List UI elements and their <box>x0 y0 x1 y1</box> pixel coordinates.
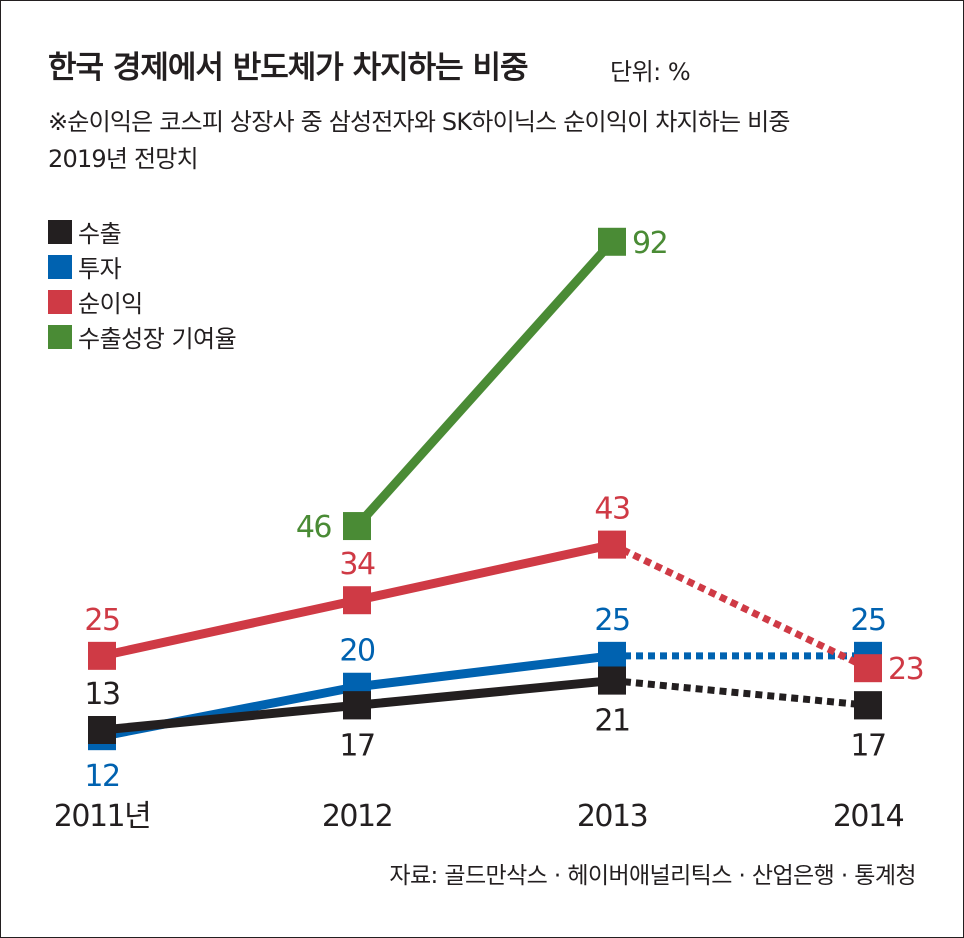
marker-net-income-3 <box>854 654 882 683</box>
legend-swatch-investment <box>48 254 72 279</box>
marker-investment-2 <box>598 641 626 670</box>
note-line-2: 2019년 전망치 <box>48 145 199 173</box>
data-label-investment-3: 25 <box>850 603 885 638</box>
line-segment-export-2 <box>611 677 869 709</box>
legend-swatch-net-income <box>48 289 72 314</box>
line-segment-export-1 <box>356 676 613 710</box>
x-axis-ticks: 2011년 2012 2013 2014 <box>54 799 905 834</box>
data-label-investment-2: 25 <box>594 603 629 638</box>
data-label-export-2: 21 <box>594 704 629 739</box>
line-segment-export-0 <box>101 700 358 735</box>
marker-export-contribution-2 <box>598 227 626 256</box>
x-tick-label-0: 2011년 <box>54 799 150 834</box>
data-label-net-income-2: 43 <box>594 492 629 527</box>
source-note: 자료: 골드만삭스 · 헤이버애널리틱스 · 산업은행 · 통계청 <box>389 863 916 889</box>
legend-label-investment: 투자 <box>78 255 122 283</box>
marker-net-income-0 <box>88 641 116 670</box>
legend-swatch-export <box>48 219 72 244</box>
legend-swatch-export-contribution <box>48 324 72 349</box>
marker-export-contribution-1 <box>343 512 371 541</box>
legend-item-export-contribution: 수출성장 기여율 <box>48 319 237 354</box>
data-label-export-contribution-2: 92 <box>632 226 667 261</box>
unit-label: 단위: % <box>610 58 691 86</box>
chart-notes: ※순이익은 코스피 상장사 중 삼성전자와 SK하이닉스 순이익이 차지하는 비… <box>48 104 791 178</box>
legend-label-net-income: 순이익 <box>78 290 143 318</box>
marker-export-top-0 <box>88 716 116 744</box>
note-line-1: ※순이익은 코스피 상장사 중 삼성전자와 SK하이닉스 순이익이 차지하는 비… <box>48 108 791 136</box>
marker-export-top-2 <box>598 666 626 695</box>
data-label-net-income-0: 25 <box>84 603 119 638</box>
legend-label-export-contribution: 수출성장 기여율 <box>78 325 237 353</box>
data-label-export-contribution-1: 46 <box>296 510 332 545</box>
marker-net-income-1 <box>343 586 371 615</box>
marker-export-top-3 <box>854 691 882 720</box>
line-segment-export-contribution-1 <box>353 238 616 530</box>
x-tick-label-1: 2012 <box>322 799 392 834</box>
x-tick-label-3: 2014 <box>833 799 904 834</box>
series-markers <box>88 227 882 751</box>
line-segment-investment-1 <box>356 651 613 692</box>
legend-label-export: 수출 <box>78 220 122 248</box>
data-labels: 13 17 21 17 12 20 25 25 25 34 43 23 46 92 <box>84 226 924 794</box>
data-label-investment-1: 20 <box>339 634 375 669</box>
chart-title: 한국 경제에서 반도체가 차지하는 비중 <box>48 50 528 86</box>
chart-legend: 수출 투자 순이익 수출성장 기여율 <box>48 214 237 354</box>
line-segment-net-income-1 <box>356 540 613 605</box>
x-tick-label-2: 2013 <box>577 799 647 834</box>
data-label-investment-0: 12 <box>84 759 119 794</box>
legend-item-investment: 투자 <box>48 249 236 284</box>
line-segment-net-income-0 <box>101 595 358 661</box>
data-label-net-income-3: 23 <box>888 652 923 687</box>
data-label-net-income-1: 34 <box>339 547 375 582</box>
line-segment-net-income-2 <box>610 541 870 672</box>
legend-item-export: 수출 <box>48 214 236 249</box>
series-lines <box>101 238 870 741</box>
legend-item-net-income: 순이익 <box>48 284 236 319</box>
data-label-export-3: 17 <box>850 728 885 763</box>
data-label-export-1: 17 <box>339 728 374 763</box>
marker-export-top-1 <box>343 691 371 720</box>
data-label-export-0: 13 <box>84 677 119 712</box>
marker-net-income-2 <box>598 530 626 559</box>
